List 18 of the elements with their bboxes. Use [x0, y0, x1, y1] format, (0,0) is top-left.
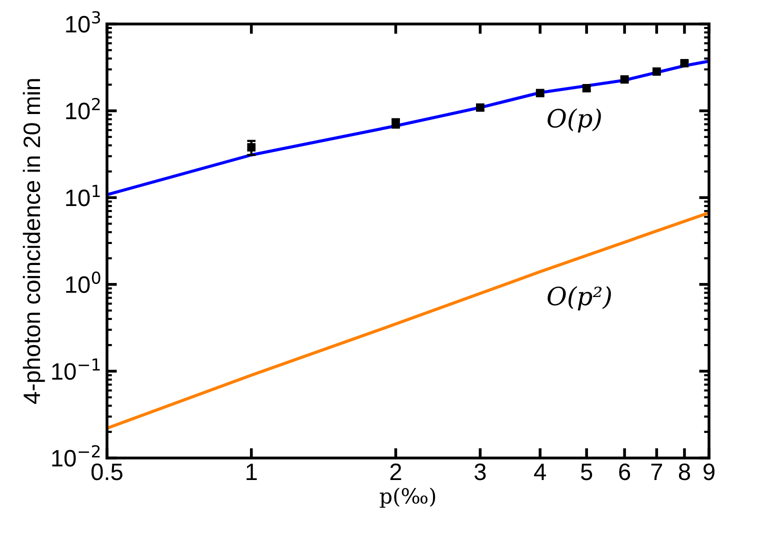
- series-label: O(p): [548, 108, 601, 133]
- x-tick-label: 8: [678, 463, 690, 480]
- x-tick-label: 7: [651, 464, 662, 480]
- x-tick-label: 3: [474, 463, 486, 480]
- x-tick-label: 6: [619, 463, 630, 480]
- y-axis-title: 4-photon coincidence in 20 min: [22, 79, 45, 404]
- x-tick-label: 5: [580, 464, 592, 480]
- y-tick-label: 10$^{3}$: [66, 11, 100, 33]
- x-tick-label: 4: [534, 464, 546, 480]
- x-tick-label: 9: [704, 463, 714, 480]
- y-tick-label: 10$^{−1}$: [52, 358, 100, 380]
- y-tick-label: 10$^{0}$: [66, 271, 100, 294]
- x-axis-title: p(‰): [380, 488, 436, 508]
- y-tick-label: 10$^{2}$: [66, 98, 100, 120]
- x-tick-label: 1: [246, 464, 257, 480]
- y-tick-label: 10$^{1}$: [66, 184, 100, 206]
- series-label: O(p²): [548, 286, 611, 310]
- x-tick-label: 2: [390, 463, 402, 480]
